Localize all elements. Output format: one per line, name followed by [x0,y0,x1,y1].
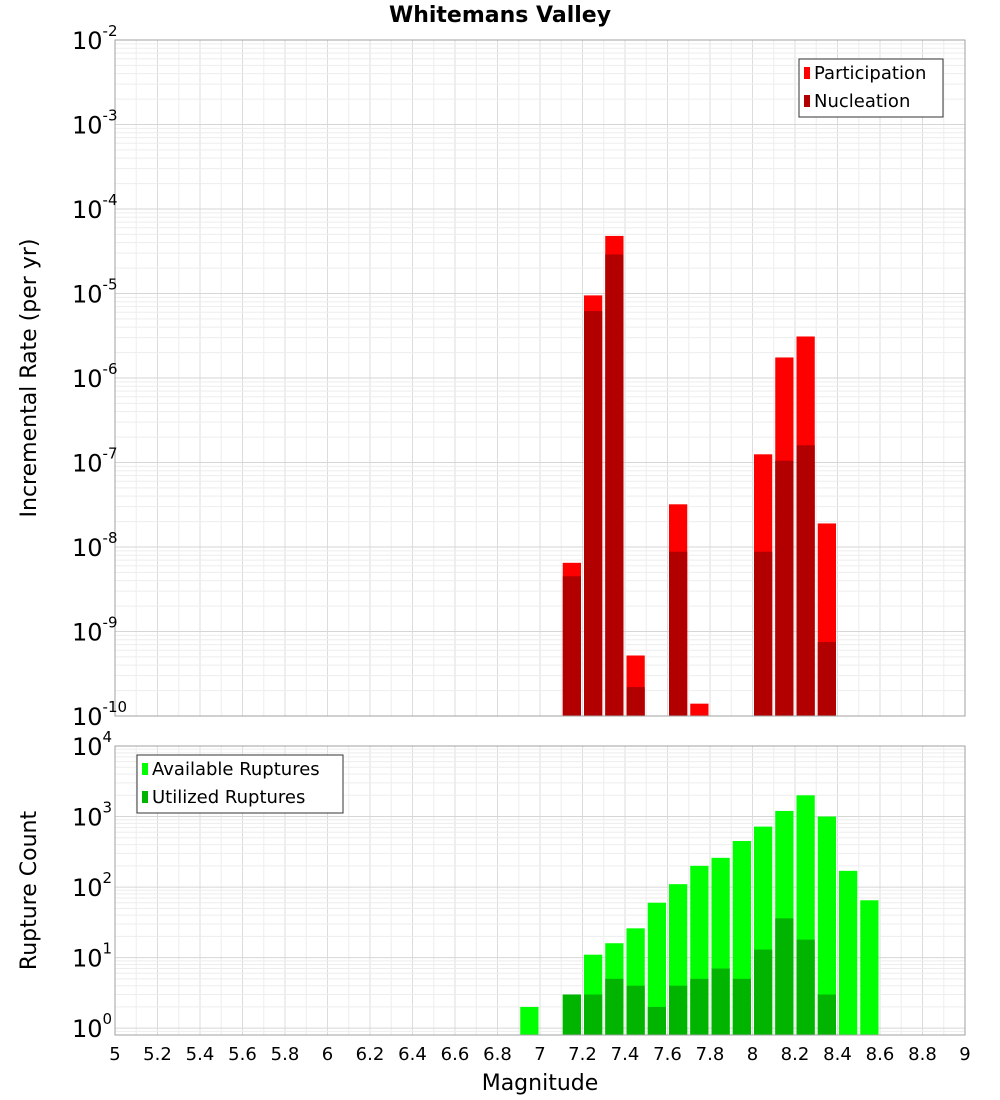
y-tick-label: 10-5 [72,276,118,309]
rate-bar-b [584,311,603,716]
y-tick-label: 10-7 [72,445,118,478]
x-tick-label: 7.6 [653,1044,682,1065]
count-legend-label: Utilized Ruptures [152,787,305,808]
x-tick-label: 6.8 [483,1044,512,1065]
x-tick-label: 8.2 [781,1044,810,1065]
y-tick-label: 10-3 [72,107,118,140]
rate-bar-b [669,551,688,716]
rate-bar-a [690,703,709,716]
count-bar-b [796,939,815,1035]
y-tick-label: 104 [72,728,112,761]
x-tick-label: 5.2 [143,1044,172,1065]
count-bar-b [775,918,794,1035]
rate-bar-b [754,551,773,716]
count-y-axis-label: Rupture Count [17,811,42,971]
x-tick-label: 8.6 [866,1044,895,1065]
count-plot-frame [114,745,966,1036]
count-legend: Available Ruptures Utilized Ruptures [136,754,344,814]
x-tick-label: 5 [109,1044,120,1065]
y-tick-label: 10-8 [72,529,118,562]
rate-legend-label: Nucleation [814,91,910,112]
count-bar-b [732,978,751,1035]
x-tick-label: 7 [534,1044,545,1065]
rate-bar-b [796,445,815,716]
count-bar-b [711,968,730,1035]
count-bar-a [520,1006,539,1035]
count-bar-b [690,978,709,1035]
y-tick-label: 10-2 [72,22,118,55]
x-tick-label: 5.4 [186,1044,215,1065]
y-tick-label: 10-10 [72,698,127,731]
y-tick-label: 102 [72,869,112,902]
count-bar-b [584,994,603,1035]
x-tick-label: 8.8 [908,1044,937,1065]
y-tick-label: 100 [72,1010,112,1043]
x-tick-label: 5.8 [271,1044,300,1065]
x-tick-label: 8.4 [823,1044,852,1065]
y-tick-label: 10-9 [72,614,118,647]
y-tick-label: 103 [72,799,112,832]
x-tick-label: 6.6 [441,1044,470,1065]
y-tick-label: 10-6 [72,360,118,393]
x-tick-label: 8 [747,1044,758,1065]
count-legend-label: Available Ruptures [152,759,320,780]
rate-y-axis-label: Incremental Rate (per yr) [17,239,42,518]
x-tick-label: 6.4 [398,1044,427,1065]
x-tick-label: 5.6 [228,1044,257,1065]
rate-bar-b [626,687,645,716]
count-bar-b [626,985,645,1035]
rate-legend-label: Participation [814,63,926,84]
x-tick-label: 9 [959,1044,970,1065]
x-tick-label: 6 [322,1044,333,1065]
count-bar-a [817,816,836,1035]
count-legend-box [136,754,344,814]
count-bar-a [647,902,666,1035]
y-tick-label: 10-4 [72,191,118,224]
chart-title: Whitemans Valley [389,3,611,28]
count-bar-b [754,949,773,1035]
rate-bar-b [562,576,581,716]
rate-y-ticks: 10-10 10-9 10-8 10-7 10-6 10-5 10-4 10-3 10-2 [72,22,127,731]
rate-bars [562,235,836,716]
rate-panel: 10-10 10-9 10-8 10-7 10-6 10-5 10-4 10-3 10-2 In… [17,22,966,731]
count-bar-b [669,985,688,1035]
y-tick-label: 101 [72,940,112,973]
count-bar-b [817,994,836,1035]
x-tick-labels: 5 5.2 5.4 5.6 5.8 6 6.2 6.4 6.6 6.8 7 7.2 7.4 7.6 7.8 8… [109,1044,970,1065]
rate-bar-b [605,254,624,716]
rate-legend: Participation Nucleation [798,58,944,118]
x-tick-label: 6.2 [356,1044,385,1065]
count-y-ticks: 100 101 102 103 104 [72,728,112,1043]
count-bar-b [605,978,624,1035]
count-panel: 100 101 102 103 104 Rupture Count Available … [17,728,966,1043]
x-axis-label: Magnitude [482,1071,599,1096]
x-tick-label: 7.2 [568,1044,597,1065]
count-bars [520,795,879,1035]
rate-legend-box [798,58,944,118]
count-bar-b [647,1006,666,1035]
rate-grid [114,40,966,717]
rate-bar-b [817,642,836,716]
count-legend-swatch [142,763,148,775]
count-legend-swatch [142,791,148,803]
x-tick-label: 7.4 [611,1044,640,1065]
rate-legend-swatch [804,67,810,79]
count-bar-a [860,900,879,1035]
count-bar-a [839,870,858,1035]
x-tick-label: 7.8 [696,1044,725,1065]
rate-bar-b [775,460,794,716]
rate-plot-frame [114,39,966,717]
count-bar-b [562,994,581,1035]
rate-legend-swatch [804,95,810,107]
